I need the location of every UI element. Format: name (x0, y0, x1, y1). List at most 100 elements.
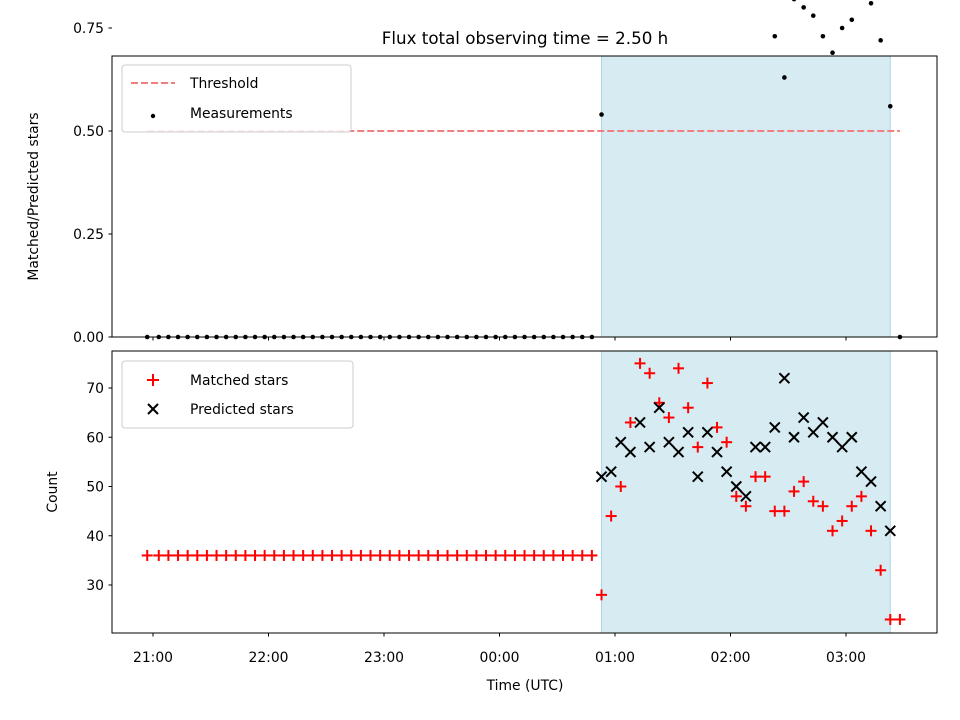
matched-star-point (855, 490, 867, 502)
matched-star-point (730, 490, 742, 502)
matched-star-point (316, 549, 328, 561)
matched-star-point (547, 549, 559, 561)
matched-star-point (201, 549, 213, 561)
matched-star-point (345, 549, 357, 561)
matched-star-point (182, 549, 194, 561)
matched-star-point (596, 589, 608, 601)
measurement-point (801, 5, 806, 10)
predicted-star-point (788, 431, 800, 443)
matched-star-point (239, 549, 251, 561)
predicted-star-point (797, 411, 810, 424)
bottom-legend: Matched stars Predicted stars (121, 360, 354, 429)
legend-measurements-swatch (150, 113, 156, 119)
matched-star-point (509, 549, 521, 561)
predicted-star-point (826, 431, 839, 443)
matched-star-point (432, 549, 444, 561)
top-axes-frame (111, 55, 938, 338)
matched-star-point (480, 549, 492, 561)
top-y-tick-label: 0.00 (73, 330, 104, 346)
top-y-tick-label: 0.25 (73, 227, 104, 243)
legend-threshold-label: Threshold (189, 76, 258, 92)
x-tick-label: 22:00 (248, 650, 288, 666)
matched-star-point (230, 549, 242, 561)
matched-star-point (307, 549, 319, 561)
bottom-y-tick-label: 60 (86, 430, 104, 446)
matched-star-point (374, 549, 386, 561)
matched-star-point (778, 505, 790, 517)
measurement-point (820, 33, 826, 39)
matched-star-point (355, 549, 367, 561)
matched-star-point (141, 549, 153, 561)
matched-star-point (750, 471, 762, 483)
x-tick-label: 23:00 (364, 650, 404, 666)
matched-star-point (278, 549, 290, 561)
matched-star-point (605, 510, 617, 522)
matched-star-point (807, 495, 819, 507)
predicted-star-point (769, 421, 781, 434)
matched-star-point (297, 549, 309, 561)
measurement-point (810, 13, 816, 18)
matched-star-point (586, 549, 598, 561)
matched-star-point (624, 416, 636, 428)
predicted-star-point (615, 436, 627, 448)
legend-predicted-swatch (147, 403, 159, 415)
predicted-star-point (749, 441, 762, 453)
predicted-star-point (855, 466, 868, 478)
matched-star-point (172, 549, 184, 561)
bottom-y-tick-label: 40 (86, 529, 104, 545)
matched-star-point (557, 549, 569, 561)
matched-star-point (326, 549, 338, 561)
matched-star-point (798, 476, 810, 488)
bottom-legend-box (121, 360, 354, 429)
matched-star-point (153, 549, 165, 561)
measurement-point (887, 103, 893, 109)
matched-star-point (365, 549, 377, 561)
matched-star-point (884, 613, 896, 625)
top-observing-span (601, 55, 891, 338)
matched-star-point (644, 367, 656, 379)
legend-predicted-label: Predicted stars (190, 402, 294, 418)
measurement-point (878, 38, 883, 43)
matched-star-point (288, 549, 300, 561)
matched-star-point (721, 436, 733, 448)
bottom-observing-span (601, 350, 891, 634)
x-tick-label: 01:00 (595, 650, 635, 666)
measurement-point (599, 112, 604, 117)
matched-star-point (422, 549, 434, 561)
matched-star-point (740, 500, 752, 512)
measurement-point (791, 0, 797, 2)
x-axis-label: Time (UTC) (486, 678, 564, 694)
matched-star-point (220, 549, 232, 561)
chart-title: Flux total observing time = 2.50 h (382, 28, 668, 48)
predicted-star-point (778, 372, 791, 384)
predicted-star-point (634, 416, 646, 429)
predicted-star-point (874, 500, 887, 512)
bottom-axes: 30 40 50 60 70 21:00 22:00 23:00 00:00 01:00 02:00… (45, 350, 938, 694)
predicted-star-point (672, 446, 685, 458)
predicted-star-point (624, 446, 637, 458)
matched-star-point (490, 549, 502, 561)
matched-star-point (567, 549, 579, 561)
matched-star-point (673, 362, 685, 374)
matched-star-point (692, 441, 704, 453)
predicted-star-point (682, 426, 694, 439)
x-tick-label: 00:00 (479, 650, 519, 666)
legend-measurements-label: Measurements (190, 106, 293, 122)
matched-star-point (759, 471, 771, 483)
measurement-point (782, 75, 787, 80)
matched-star-point (711, 421, 723, 433)
predicted-star-point (836, 441, 848, 453)
bottom-y-axis-label: Count (45, 471, 61, 513)
measurement-point (830, 50, 835, 56)
matched-star-point (470, 549, 482, 561)
matched-star-point (393, 549, 405, 561)
matched-star-point (162, 549, 174, 561)
measurement-point (849, 17, 855, 23)
predicted-star-point (759, 441, 771, 453)
legend-matched-label: Matched stars (190, 373, 288, 389)
matched-star-point (769, 505, 781, 517)
bottom-axes-frame (111, 350, 938, 634)
predicted-star-point (807, 426, 819, 439)
predicted-star-point (730, 480, 742, 493)
